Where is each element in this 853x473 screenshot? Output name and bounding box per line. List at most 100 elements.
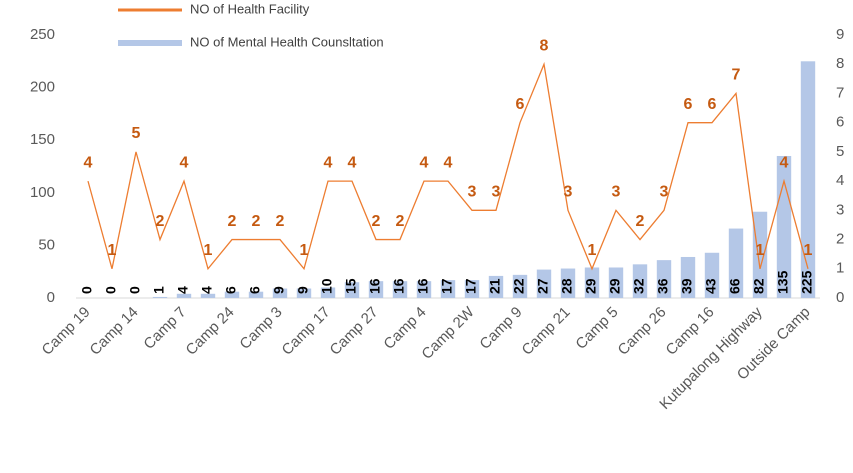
data-label: 4 xyxy=(780,154,789,171)
bar xyxy=(392,281,408,298)
data-label: 9 xyxy=(271,286,287,294)
x-tick-label: Camp 4 xyxy=(380,304,429,353)
data-label: 66 xyxy=(727,278,743,294)
y-tick-label: 50 xyxy=(38,236,55,253)
x-tick-label: Camp 14 xyxy=(87,304,142,359)
bar xyxy=(728,228,744,298)
y-tick-label: 150 xyxy=(30,131,55,148)
data-label: 4 xyxy=(348,154,357,171)
bar xyxy=(752,211,768,298)
data-label: 22 xyxy=(511,278,527,294)
y2-tick-label: 4 xyxy=(836,172,844,189)
data-label: 4 xyxy=(444,154,453,171)
bar xyxy=(296,288,312,298)
data-label: 2 xyxy=(372,213,381,230)
data-label: 4 xyxy=(180,154,189,171)
y2-tick-label: 0 xyxy=(836,289,844,306)
bar xyxy=(416,281,432,298)
data-label: 43 xyxy=(703,278,719,294)
bar xyxy=(632,264,648,298)
data-label: 21 xyxy=(487,278,503,294)
data-label: 4 xyxy=(84,154,93,171)
data-label: 225 xyxy=(799,270,815,294)
x-tick-label: Camp 9 xyxy=(476,304,525,353)
data-label: 1 xyxy=(300,242,309,259)
y2-tick-label: 9 xyxy=(836,26,844,43)
data-label: 16 xyxy=(367,278,383,294)
bar xyxy=(512,274,528,298)
x-tick-label: Camp 19 xyxy=(39,304,94,359)
bar xyxy=(800,61,816,298)
x-tick-label: Camp 26 xyxy=(615,304,670,359)
data-label: 8 xyxy=(540,37,549,54)
data-label: 0 xyxy=(127,286,143,294)
y-tick-label: 0 xyxy=(47,289,55,306)
data-label: 7 xyxy=(732,67,741,84)
data-label: 3 xyxy=(468,184,477,201)
data-label: 4 xyxy=(199,286,215,294)
bar xyxy=(464,280,480,298)
y-tick-label: 200 xyxy=(30,79,55,96)
x-tick-label: Camp 21 xyxy=(519,304,574,359)
data-label: 0 xyxy=(103,286,119,294)
y-tick-label: 100 xyxy=(30,184,55,201)
data-label: 29 xyxy=(607,278,623,294)
data-label: 29 xyxy=(583,278,599,294)
y2-tick-label: 8 xyxy=(836,55,844,72)
bar xyxy=(656,260,672,298)
data-label: 5 xyxy=(132,125,141,142)
bar xyxy=(152,296,168,298)
bar xyxy=(320,287,336,298)
bar xyxy=(704,252,720,298)
data-label: 6 xyxy=(708,96,717,113)
data-label: 15 xyxy=(343,278,359,294)
data-label: 2 xyxy=(228,213,237,230)
bar xyxy=(584,267,600,298)
y2-tick-label: 3 xyxy=(836,201,844,218)
data-label: 4 xyxy=(324,154,333,171)
x-tick-label: Camp 2W xyxy=(418,303,478,363)
data-label: 9 xyxy=(295,286,311,294)
data-label: 1 xyxy=(804,242,813,259)
data-label: 6 xyxy=(516,96,525,113)
data-label: 39 xyxy=(679,278,695,294)
data-label: 2 xyxy=(276,213,285,230)
data-label: 4 xyxy=(420,154,429,171)
data-label: 27 xyxy=(535,278,551,294)
bar xyxy=(176,293,192,298)
bar xyxy=(680,256,696,298)
data-label: 4 xyxy=(175,286,191,294)
data-label: 2 xyxy=(156,213,165,230)
data-label: 6 xyxy=(247,286,263,294)
x-tick-label: Camp 27 xyxy=(327,304,382,359)
bar xyxy=(776,155,792,298)
data-label: 6 xyxy=(223,286,239,294)
data-label: 3 xyxy=(492,184,501,201)
data-label: 1 xyxy=(204,242,213,259)
y2-tick-label: 7 xyxy=(836,84,844,101)
data-label: 17 xyxy=(463,278,479,294)
x-tick-label: Camp 24 xyxy=(183,304,238,359)
data-label: 1 xyxy=(588,242,597,259)
data-label: 2 xyxy=(636,213,645,230)
data-label: 16 xyxy=(391,278,407,294)
y-tick-label: 250 xyxy=(30,26,55,43)
data-label: 28 xyxy=(559,278,575,294)
data-label: 0 xyxy=(79,286,95,294)
legend-label: NO of Mental Health Counsltation xyxy=(190,34,384,49)
x-tick-label: Camp 17 xyxy=(279,304,334,359)
bar xyxy=(344,282,360,298)
data-label: 82 xyxy=(751,278,767,294)
bar xyxy=(440,280,456,298)
line xyxy=(87,61,809,271)
bar xyxy=(248,291,264,298)
data-label: 2 xyxy=(252,213,261,230)
data-label: 3 xyxy=(612,184,621,201)
bar xyxy=(536,269,552,298)
data-label: 1 xyxy=(108,242,117,259)
data-label: 32 xyxy=(631,278,647,294)
data-label: 3 xyxy=(660,184,669,201)
data-label: 1 xyxy=(151,286,167,294)
bar xyxy=(368,281,384,298)
y2-tick-label: 2 xyxy=(836,231,844,248)
